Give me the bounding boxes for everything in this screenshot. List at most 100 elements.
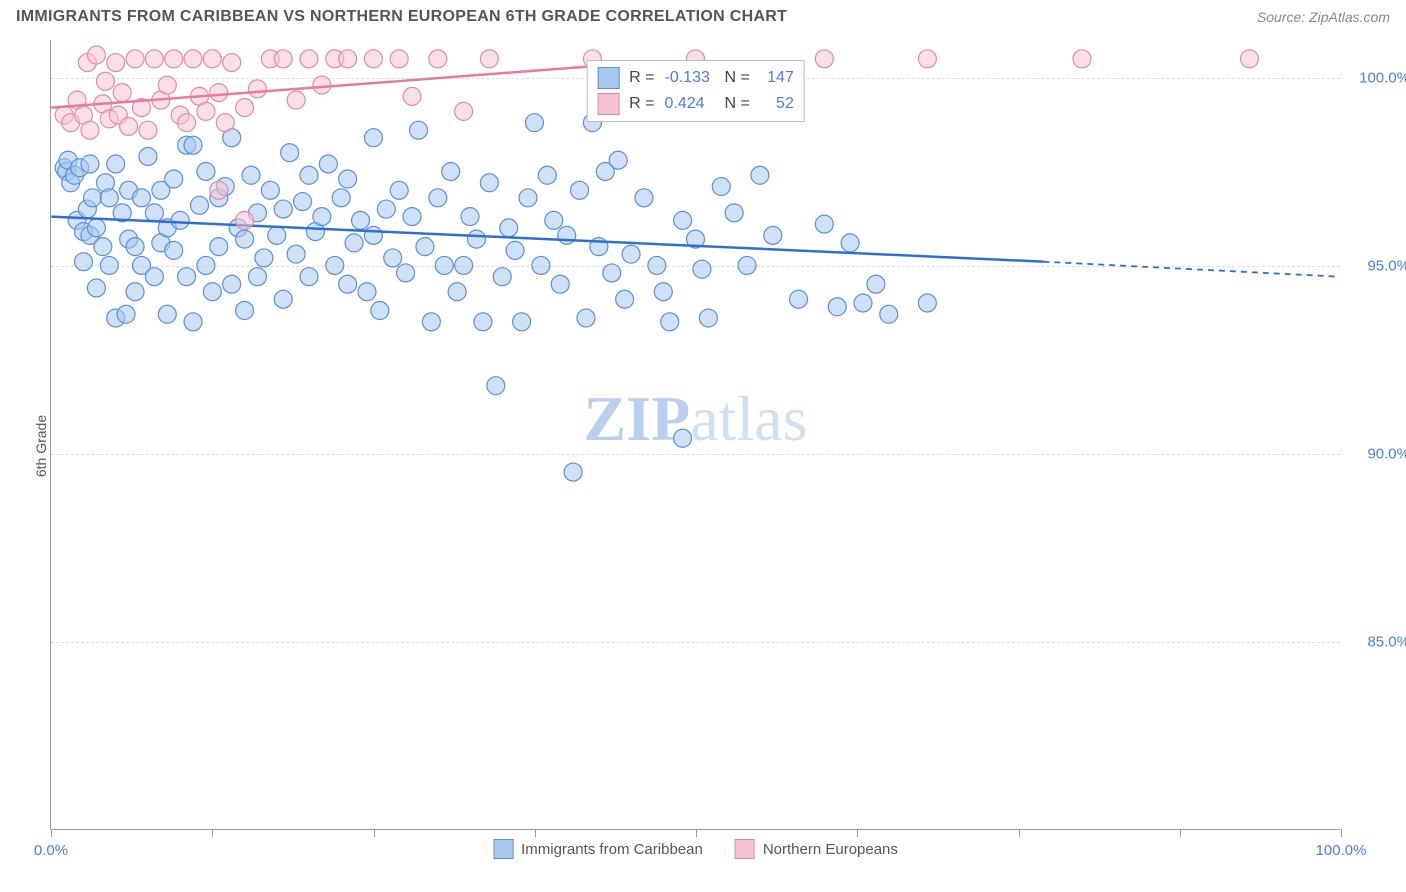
data-point xyxy=(416,238,434,256)
stat-r-label: R = xyxy=(629,95,654,113)
data-point xyxy=(274,290,292,308)
data-point xyxy=(1241,50,1259,68)
data-point xyxy=(197,102,215,120)
data-point xyxy=(236,302,254,320)
data-point xyxy=(435,256,453,274)
data-point xyxy=(474,313,492,331)
data-point xyxy=(178,268,196,286)
data-point xyxy=(216,114,234,132)
data-point xyxy=(300,268,318,286)
legend-label: Northern Europeans xyxy=(763,841,898,858)
data-point xyxy=(725,204,743,222)
data-point xyxy=(178,114,196,132)
chart-source: Source: ZipAtlas.com xyxy=(1257,9,1390,25)
data-point xyxy=(184,313,202,331)
data-point xyxy=(268,226,286,244)
data-point xyxy=(165,170,183,188)
data-point xyxy=(287,245,305,263)
data-point xyxy=(339,170,357,188)
data-point xyxy=(654,283,672,301)
data-point xyxy=(525,114,543,132)
data-point xyxy=(815,215,833,233)
data-point xyxy=(390,181,408,199)
data-point xyxy=(87,46,105,64)
data-point xyxy=(145,50,163,68)
data-point xyxy=(281,144,299,162)
data-point xyxy=(274,200,292,218)
data-point xyxy=(261,181,279,199)
data-point xyxy=(493,268,511,286)
data-point xyxy=(75,253,93,271)
stats-legend-row: R = -0.133 N = 147 xyxy=(597,65,794,91)
data-point xyxy=(100,189,118,207)
data-point xyxy=(107,155,125,173)
data-point xyxy=(764,226,782,244)
data-point xyxy=(500,219,518,237)
data-point xyxy=(203,283,221,301)
data-point xyxy=(622,245,640,263)
data-point xyxy=(403,87,421,105)
data-point xyxy=(738,256,756,274)
data-point xyxy=(126,50,144,68)
data-point xyxy=(403,208,421,226)
stat-r-value: 0.424 xyxy=(665,95,715,113)
trend-line xyxy=(51,66,592,107)
data-point xyxy=(126,238,144,256)
data-point xyxy=(332,189,350,207)
data-point xyxy=(100,256,118,274)
data-point xyxy=(397,264,415,282)
data-point xyxy=(603,264,621,282)
y-tick-label: 100.0% xyxy=(1359,69,1406,86)
data-point xyxy=(571,181,589,199)
data-point xyxy=(248,80,266,98)
data-point xyxy=(429,50,447,68)
legend-swatch xyxy=(493,839,513,859)
legend-item: Northern Europeans xyxy=(735,839,898,859)
data-point xyxy=(352,211,370,229)
data-point xyxy=(117,305,135,323)
data-point xyxy=(815,50,833,68)
legend-swatch xyxy=(597,93,619,115)
data-point xyxy=(236,230,254,248)
data-point xyxy=(442,163,460,181)
legend-swatch xyxy=(597,67,619,89)
data-point xyxy=(384,249,402,267)
data-point xyxy=(609,151,627,169)
data-point xyxy=(674,429,692,447)
data-point xyxy=(513,313,531,331)
data-point xyxy=(371,302,389,320)
data-point xyxy=(880,305,898,323)
stat-r-value: -0.133 xyxy=(665,69,715,87)
data-point xyxy=(538,166,556,184)
data-point xyxy=(455,102,473,120)
data-point xyxy=(313,208,331,226)
data-point xyxy=(184,50,202,68)
stat-n-value: 52 xyxy=(760,95,794,113)
legend-label: Immigrants from Caribbean xyxy=(521,841,703,858)
data-point xyxy=(918,294,936,312)
data-point xyxy=(751,166,769,184)
data-point xyxy=(841,234,859,252)
data-point xyxy=(467,230,485,248)
data-point xyxy=(506,241,524,259)
stat-n-label: N = xyxy=(725,95,750,113)
data-point xyxy=(699,309,717,327)
data-point xyxy=(113,84,131,102)
data-point xyxy=(210,181,228,199)
data-point xyxy=(487,377,505,395)
data-point xyxy=(854,294,872,312)
data-point xyxy=(918,50,936,68)
data-point xyxy=(545,211,563,229)
data-point xyxy=(300,50,318,68)
x-tick-label: 100.0% xyxy=(1316,842,1367,859)
stat-n-label: N = xyxy=(725,69,750,87)
data-point xyxy=(410,121,428,139)
data-point xyxy=(81,121,99,139)
data-point xyxy=(564,463,582,481)
data-point xyxy=(364,50,382,68)
data-point xyxy=(242,166,260,184)
data-point xyxy=(480,174,498,192)
data-point xyxy=(139,147,157,165)
x-tick xyxy=(51,829,52,837)
trend-line-dashed xyxy=(1043,262,1339,277)
